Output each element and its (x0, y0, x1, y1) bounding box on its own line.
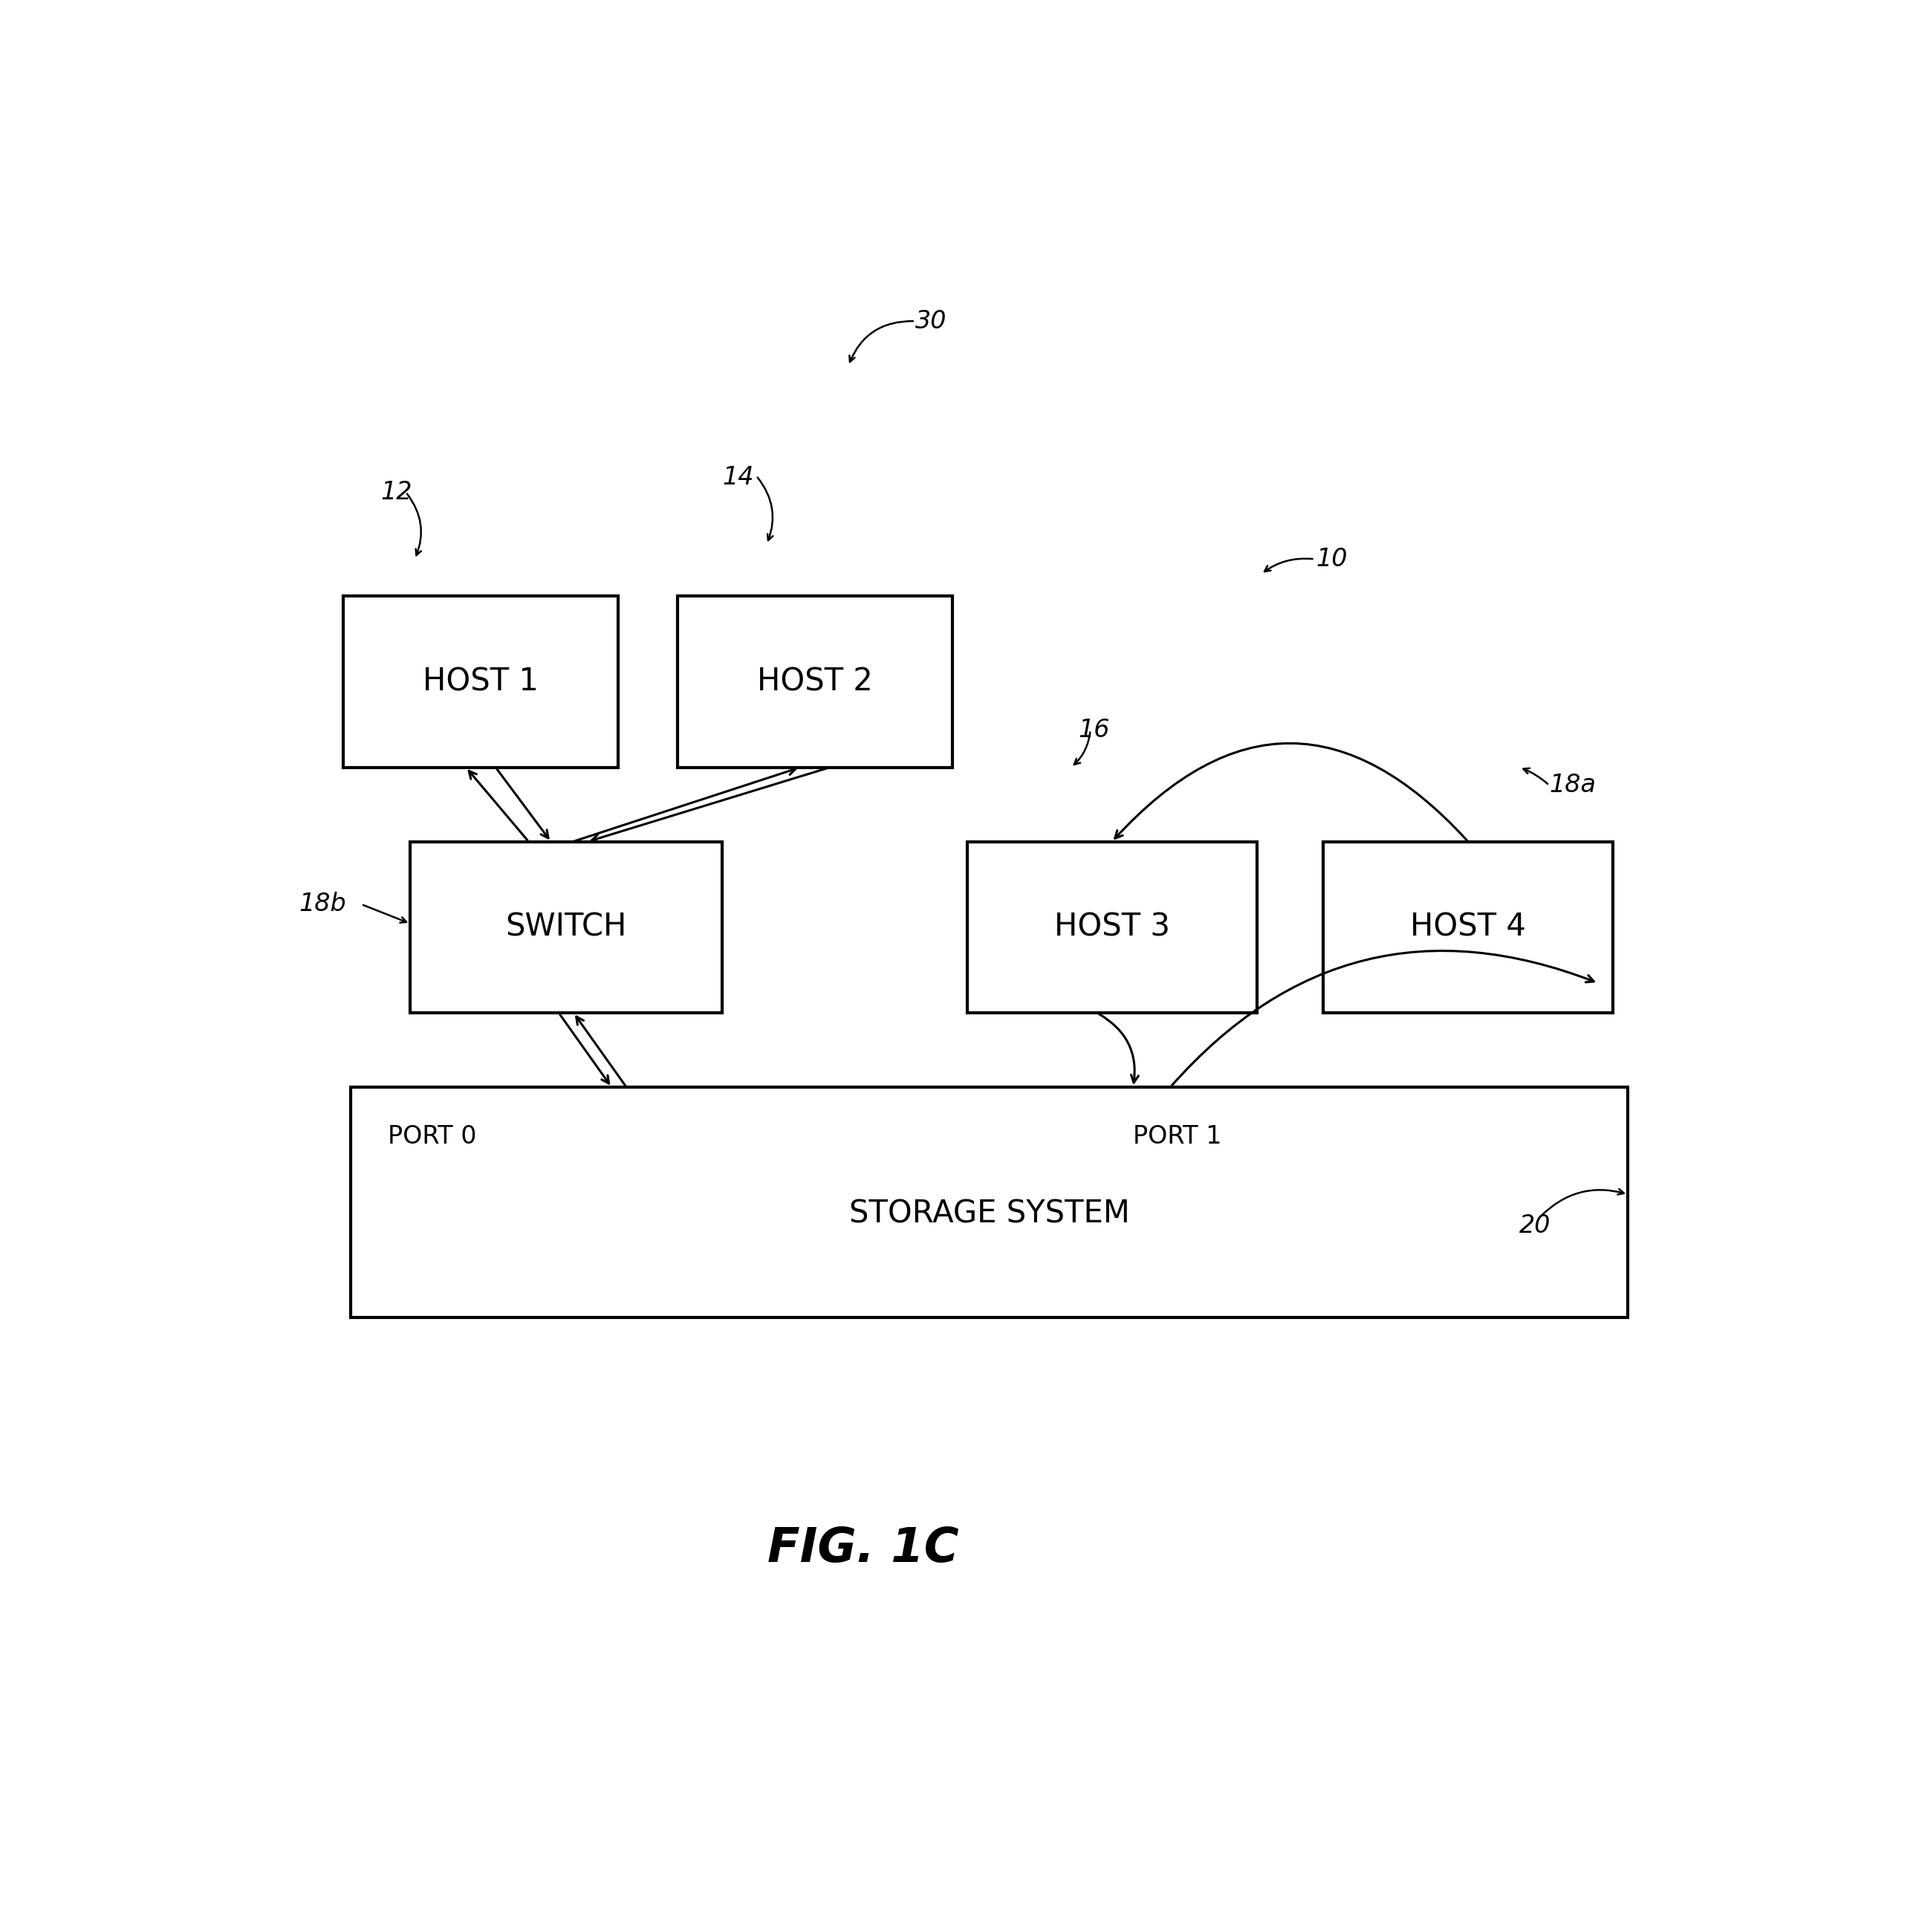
Text: STORAGE SYSTEM: STORAGE SYSTEM (849, 1198, 1130, 1229)
Text: HOST 4: HOST 4 (1410, 912, 1527, 943)
FancyBboxPatch shape (410, 842, 722, 1012)
FancyBboxPatch shape (968, 842, 1257, 1012)
FancyBboxPatch shape (1324, 842, 1613, 1012)
Text: 14: 14 (722, 466, 753, 489)
FancyBboxPatch shape (343, 597, 619, 767)
Text: 18b: 18b (299, 893, 347, 916)
FancyBboxPatch shape (678, 597, 952, 767)
Text: FIG. 1C: FIG. 1C (768, 1526, 958, 1571)
Text: HOST 1: HOST 1 (423, 667, 538, 697)
Text: 12: 12 (381, 479, 412, 504)
Text: 20: 20 (1519, 1213, 1552, 1238)
FancyBboxPatch shape (351, 1088, 1629, 1318)
Text: HOST 2: HOST 2 (757, 667, 874, 697)
Text: SWITCH: SWITCH (506, 912, 627, 943)
Text: 18a: 18a (1550, 773, 1596, 798)
Text: PORT 1: PORT 1 (1132, 1124, 1222, 1150)
Text: 30: 30 (916, 309, 947, 334)
Text: HOST 3: HOST 3 (1054, 912, 1171, 943)
Text: 16: 16 (1079, 719, 1109, 742)
Text: 10: 10 (1316, 547, 1347, 572)
Text: PORT 0: PORT 0 (387, 1124, 477, 1150)
